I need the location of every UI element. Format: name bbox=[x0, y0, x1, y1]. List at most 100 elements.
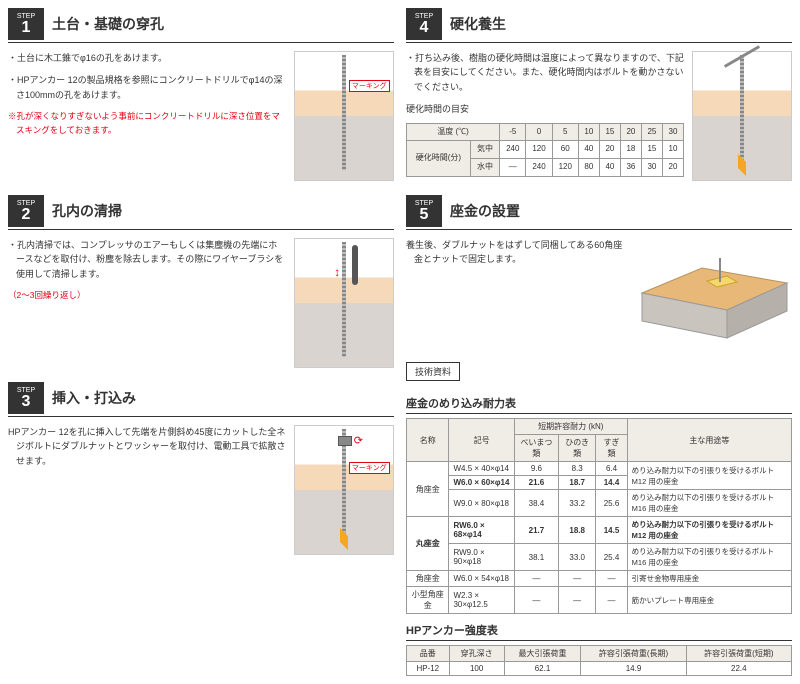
table-cell: 33.2 bbox=[558, 490, 595, 517]
table-header: 20 bbox=[620, 123, 641, 141]
table-row: RW9.0 × 90×φ1838.133.025.4めり込み耐力以下の引張りを受… bbox=[407, 544, 792, 571]
table-header: 穿孔深さ bbox=[449, 646, 504, 662]
table-header: 品番 bbox=[407, 646, 450, 662]
table-cell: W4.5 × 40×φ14 bbox=[449, 462, 514, 476]
table-header: 硬化時間(分) bbox=[407, 141, 471, 177]
table-header: 許容引張荷重(長期) bbox=[581, 646, 686, 662]
table-row: 小型角座金W2.3 × 30×φ12.5———筋かいプレート専用座金 bbox=[407, 587, 792, 614]
cure-time-title: 硬化時間の目安 bbox=[406, 102, 684, 116]
table-cell: 38.4 bbox=[514, 490, 558, 517]
brush-icon bbox=[352, 245, 358, 285]
step-text-block: ・孔内清掃では、コンプレッサのエアーもしくは集塵機の先端にホースなどを取付け、粉… bbox=[8, 238, 286, 368]
table-header: 許容引張荷重(短期) bbox=[686, 646, 791, 662]
table-cell: 14.9 bbox=[581, 662, 686, 676]
step-badge: STEP 4 bbox=[406, 8, 442, 40]
step-text-block: HPアンカー 12を孔に挿入して先端を片側斜め45度にカットした全ネジボルトにダ… bbox=[8, 425, 286, 555]
step-text-block: ・土台に木工錐でφ16の孔をあけます。・HPアンカー 12の製品規格を参照にコン… bbox=[8, 51, 286, 181]
table-cell: めり込み耐力以下の引張りを受けるボルト M16 用の座金 bbox=[627, 544, 791, 571]
step-text: HPアンカー 12を孔に挿入して先端を片側斜め45度にカットした全ネジボルトにダ… bbox=[8, 425, 286, 468]
table-cell: 9.6 bbox=[514, 462, 558, 476]
step-title: 硬化養生 bbox=[450, 14, 506, 34]
step-text: ・HPアンカー 12の製品規格を参照にコンクリートドリルでφ14の深さ100mm… bbox=[8, 73, 286, 102]
table-cell: 20 bbox=[662, 159, 683, 177]
table-cell: W6.0 × 54×φ18 bbox=[449, 571, 514, 587]
table-header: 0 bbox=[526, 123, 552, 141]
bolt-icon bbox=[740, 55, 744, 170]
table-header: -5 bbox=[500, 123, 526, 141]
table-cell: — bbox=[558, 571, 595, 587]
table-row: 丸座金RW6.0 × 68×φ1421.718.814.5めり込み耐力以下の引張… bbox=[407, 517, 792, 544]
step-text-block: 養生後、ダブルナットをはずして同梱してある60角座金とナットで固定します。 bbox=[406, 238, 624, 348]
table-header: 最大引張荷重 bbox=[504, 646, 581, 662]
table-cell: W9.0 × 80×φ18 bbox=[449, 490, 514, 517]
table-cell: — bbox=[558, 587, 595, 614]
table-cell: 角座金 bbox=[407, 462, 449, 517]
step-number: 1 bbox=[22, 20, 31, 36]
step-text: ・土台に木工錐でφ16の孔をあけます。 bbox=[8, 51, 286, 65]
table-cell: — bbox=[596, 587, 627, 614]
table-cell: 240 bbox=[526, 159, 552, 177]
table-cell: 25.6 bbox=[596, 490, 627, 517]
table-cell: 240 bbox=[500, 141, 526, 159]
table1-title: 座金のめり込み耐力表 bbox=[406, 395, 792, 414]
table-cell: 120 bbox=[526, 141, 552, 159]
table-cell: 18.8 bbox=[558, 517, 595, 544]
table-header: 名称 bbox=[407, 419, 449, 462]
table-cell: 18 bbox=[620, 141, 641, 159]
table-cell: — bbox=[514, 587, 558, 614]
table-cell: 20 bbox=[599, 141, 620, 159]
table-row: 角座金W6.0 × 54×φ18———引寄せ金物専用座金 bbox=[407, 571, 792, 587]
step-header: STEP 4 硬化養生 bbox=[406, 8, 792, 43]
step-badge: STEP 3 bbox=[8, 382, 44, 414]
step-title: 土台・基礎の穿孔 bbox=[52, 14, 164, 34]
table-header: ひのき類 bbox=[558, 435, 595, 462]
step-diagram bbox=[692, 51, 792, 181]
table-cell: 引寄せ金物専用座金 bbox=[627, 571, 791, 587]
table-cell: 筋かいプレート専用座金 bbox=[627, 587, 791, 614]
step-1: STEP 1 土台・基礎の穿孔 ・土台に木工錐でφ16の孔をあけます。・HPアン… bbox=[8, 8, 394, 181]
step-header: STEP 5 座金の設置 bbox=[406, 195, 792, 230]
table-cell: 18.7 bbox=[558, 476, 595, 490]
table-cell: RW9.0 × 90×φ18 bbox=[449, 544, 514, 571]
table-cell: 38.1 bbox=[514, 544, 558, 571]
table-cell: — bbox=[596, 571, 627, 587]
table-cell: 15 bbox=[641, 141, 662, 159]
table-cell: 10 bbox=[662, 141, 683, 159]
step-diagram: ↕ bbox=[294, 238, 394, 368]
step-badge: STEP 5 bbox=[406, 195, 442, 227]
step-text: 養生後、ダブルナットをはずして同梱してある60角座金とナットで固定します。 bbox=[406, 238, 624, 267]
table-cell: 角座金 bbox=[407, 571, 449, 587]
table-row: W9.0 × 80×φ1838.433.225.6めり込み耐力以下の引張りを受け… bbox=[407, 490, 792, 517]
table-cell: 22.4 bbox=[686, 662, 791, 676]
arrow-icon: ↕ bbox=[334, 265, 340, 279]
table-cell: 小型角座金 bbox=[407, 587, 449, 614]
anchor-table: 品番穿孔深さ最大引張荷重許容引張荷重(長期)許容引張荷重(短期) HP-1210… bbox=[406, 645, 792, 676]
step-number: 2 bbox=[22, 207, 31, 223]
marking-label: マーキング bbox=[349, 462, 390, 474]
table-cell: 60 bbox=[552, 141, 578, 159]
marking-label: マーキング bbox=[349, 80, 390, 92]
table-cell: 80 bbox=[578, 159, 599, 177]
table-cell: 14.5 bbox=[596, 517, 627, 544]
table-cell: 40 bbox=[578, 141, 599, 159]
step-title: 座金の設置 bbox=[450, 201, 520, 221]
table-cell: 36 bbox=[620, 159, 641, 177]
table-cell: 120 bbox=[552, 159, 578, 177]
table-cell: 40 bbox=[599, 159, 620, 177]
table-cell: W2.3 × 30×φ12.5 bbox=[449, 587, 514, 614]
anchor-tip bbox=[340, 528, 348, 550]
table-cell: 62.1 bbox=[504, 662, 581, 676]
step-number: 5 bbox=[420, 207, 429, 223]
washer-diagram bbox=[632, 238, 792, 348]
table-header: 主な用途等 bbox=[627, 419, 791, 462]
table-header: 温度 (℃) bbox=[407, 123, 500, 141]
cure-time-table: 温度 (℃)-5051015202530硬化時間(分)気中24012060402… bbox=[406, 123, 684, 177]
anchor-tip bbox=[738, 154, 746, 176]
table-cell: めり込み耐力以下の引張りを受けるボルト M12 用の座金 bbox=[627, 517, 791, 544]
step-badge: STEP 2 bbox=[8, 195, 44, 227]
table-cell: HP-12 bbox=[407, 662, 450, 676]
table-cell: 8.3 bbox=[558, 462, 595, 476]
step-text: ・孔内清掃では、コンプレッサのエアーもしくは集塵機の先端にホースなどを取付け、粉… bbox=[8, 238, 286, 281]
tech-badge: 技術資料 bbox=[406, 362, 460, 381]
table-cell: 6.4 bbox=[596, 462, 627, 476]
